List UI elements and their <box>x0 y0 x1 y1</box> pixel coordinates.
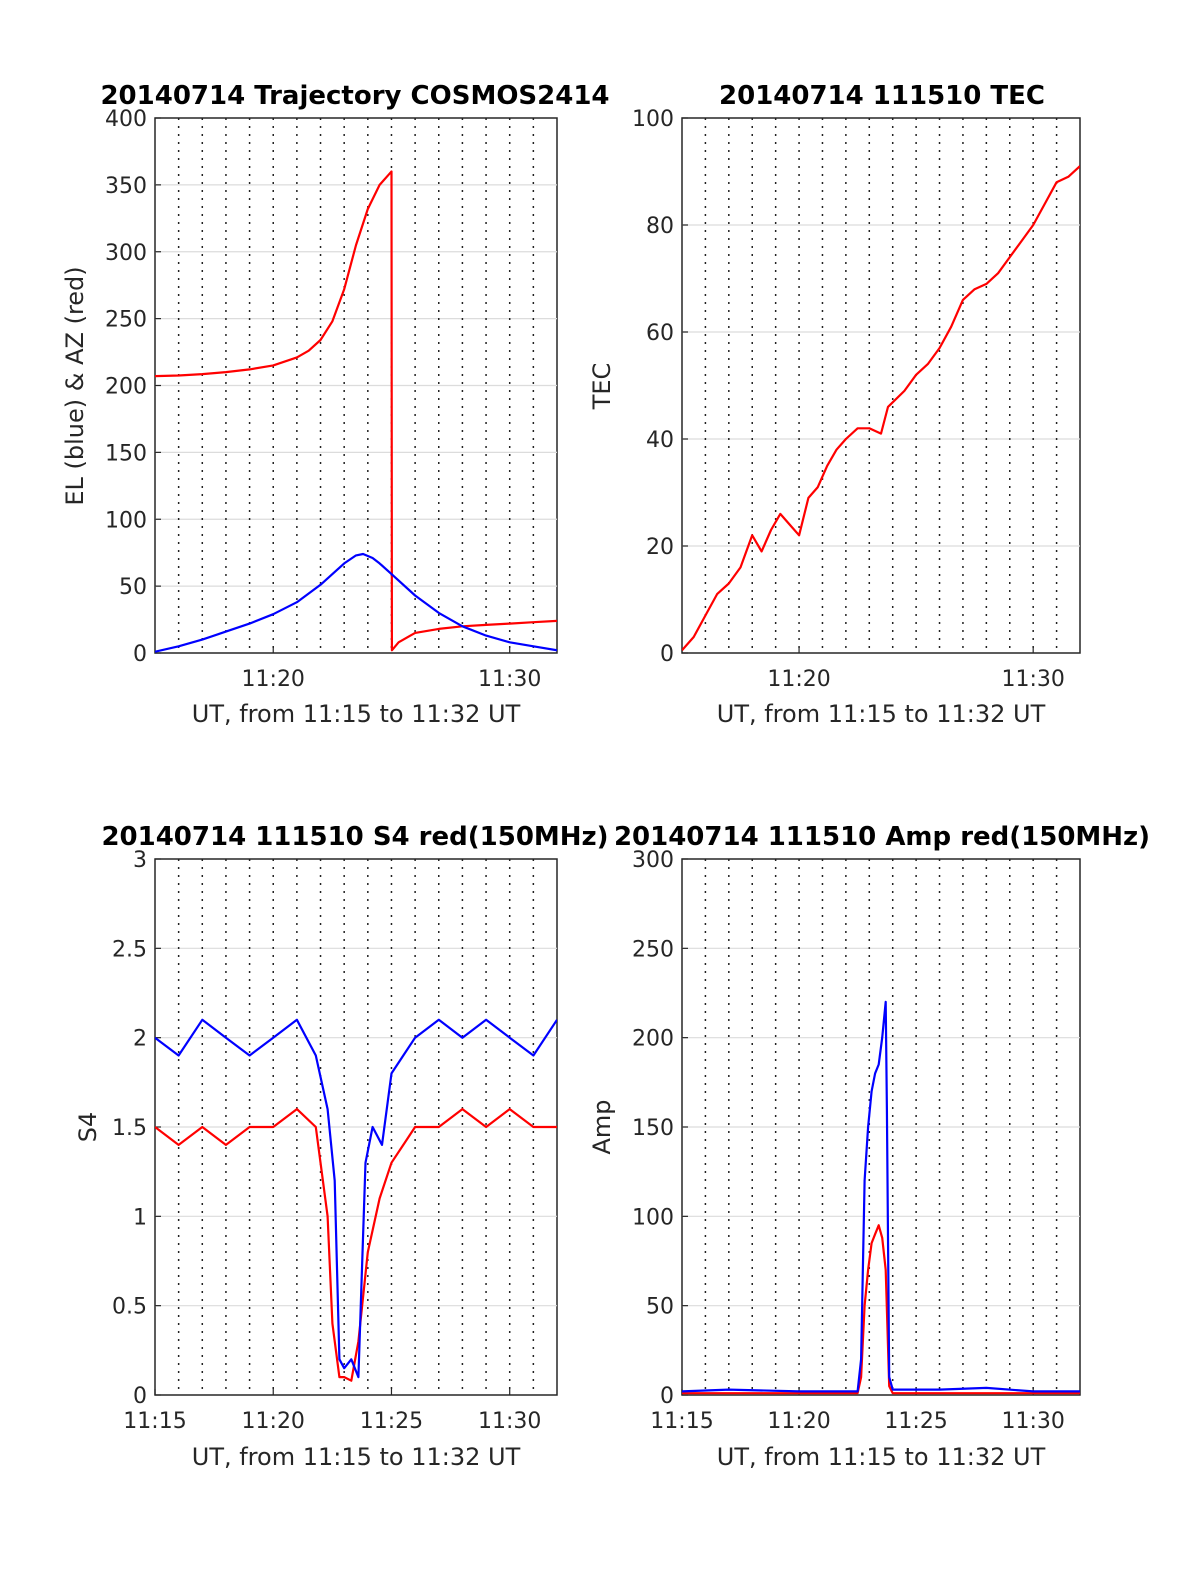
trajectory-ytick-label: 250 <box>105 308 147 333</box>
trajectory-ytick-label: 350 <box>105 174 147 199</box>
amp-ytick-label: 200 <box>632 1027 674 1052</box>
amp-ytick-label: 300 <box>632 848 674 873</box>
trajectory-series-el-blue <box>155 552 557 653</box>
trajectory-ytick-label: 150 <box>105 441 147 466</box>
trajectory-ytick-label: 300 <box>105 241 147 266</box>
amp-ytick-label: 100 <box>632 1205 674 1230</box>
s4-y-label: S4 <box>74 1112 102 1143</box>
s4-series-blue <box>155 1018 557 1379</box>
trajectory-ytick-label: 400 <box>105 107 147 132</box>
tec-xtick-label: 11:30 <box>1001 667 1064 692</box>
amp-ytick-label: 250 <box>632 937 674 962</box>
amp-series-blue <box>682 1000 1080 1393</box>
tec-panel: 20140714 111510 TEC 0 20 40 60 80 100 11:20 11:… <box>588 81 1081 728</box>
tec-x-label: UT, from 11:15 to 11:32 UT <box>717 700 1046 728</box>
amp-xtick-label: 11:15 <box>650 1409 713 1434</box>
trajectory-title: 20140714 Trajectory COSMOS2414 <box>100 81 609 111</box>
tec-title: 20140714 111510 TEC <box>719 81 1045 111</box>
s4-xtick-label: 11:30 <box>478 1409 541 1434</box>
s4-ytick-label: 2 <box>133 1027 147 1052</box>
amp-ytick-label: 150 <box>632 1116 674 1141</box>
tec-series-tec <box>682 165 1080 652</box>
trajectory-ytick-label: 0 <box>133 642 147 667</box>
s4-ytick-label: 1.5 <box>112 1116 147 1141</box>
tec-ytick-label: 60 <box>646 321 674 346</box>
tec-ytick-label: 100 <box>632 107 674 132</box>
s4-ytick-label: 1 <box>133 1205 147 1230</box>
s4-title: 20140714 111510 S4 red(150MHz) <box>101 822 608 852</box>
amp-x-label: UT, from 11:15 to 11:32 UT <box>717 1443 1046 1471</box>
s4-panel: 20140714 111510 S4 red(150MHz) 0 0.5 1 1.5 2… <box>74 822 609 1471</box>
trajectory-xtick-label: 11:30 <box>478 667 541 692</box>
tec-y-label: TEC <box>588 363 616 411</box>
amp-ytick-label: 0 <box>660 1384 674 1409</box>
s4-xtick-label: 11:25 <box>360 1409 423 1434</box>
trajectory-ytick-label: 100 <box>105 508 147 533</box>
amp-xtick-label: 11:25 <box>884 1409 947 1434</box>
trajectory-ytick-label: 50 <box>119 575 147 600</box>
amp-xtick-label: 11:20 <box>767 1409 830 1434</box>
tec-plot-area <box>681 117 1081 654</box>
s4-x-label: UT, from 11:15 to 11:32 UT <box>192 1443 521 1471</box>
s4-ytick-label: 0 <box>133 1384 147 1409</box>
s4-series-red <box>155 1107 557 1382</box>
trajectory-x-label: UT, from 11:15 to 11:32 UT <box>192 700 521 728</box>
tec-xtick-label: 11:20 <box>767 667 830 692</box>
amp-panel: 20140714 111510 Amp red(150MHz) 0 50 100 15… <box>588 822 1150 1471</box>
amp-ytick-label: 50 <box>646 1295 674 1320</box>
s4-ytick-label: 3 <box>133 848 147 873</box>
trajectory-panel: 20140714 Trajectory COSMOS2414 0 50 100 150… <box>61 81 610 728</box>
trajectory-xtick-label: 11:20 <box>242 667 305 692</box>
tec-ytick-label: 80 <box>646 214 674 239</box>
trajectory-ytick-label: 200 <box>105 375 147 400</box>
trajectory-y-label: EL (blue) & AZ (red) <box>61 266 89 505</box>
tec-ytick-label: 0 <box>660 642 674 667</box>
s4-ytick-label: 2.5 <box>112 937 147 962</box>
tec-ytick-label: 20 <box>646 535 674 560</box>
s4-xtick-label: 11:20 <box>242 1409 305 1434</box>
amp-title: 20140714 111510 Amp red(150MHz) <box>614 822 1150 852</box>
s4-ytick-label: 0.5 <box>112 1295 147 1320</box>
amp-y-label: Amp <box>588 1099 616 1154</box>
s4-xtick-label: 11:15 <box>123 1409 186 1434</box>
tec-ytick-label: 40 <box>646 428 674 453</box>
amp-xtick-label: 11:30 <box>1001 1409 1064 1434</box>
